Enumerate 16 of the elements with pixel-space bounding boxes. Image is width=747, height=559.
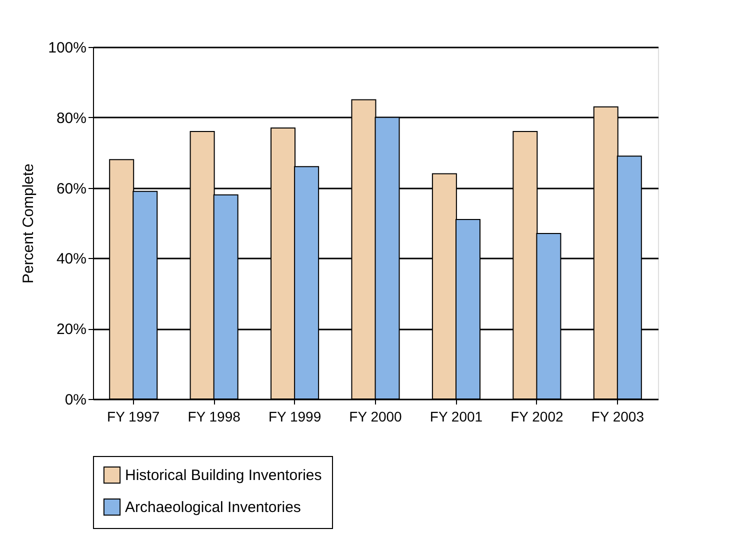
x-tick-label: FY 2002 bbox=[510, 408, 564, 424]
y-tick-label: 0% bbox=[64, 392, 86, 408]
x-tick-label: FY 2001 bbox=[430, 408, 483, 424]
x-tick-label: FY 1998 bbox=[188, 408, 241, 424]
y-tick-label: 40% bbox=[56, 250, 86, 268]
y-axis-title: Percent Complete bbox=[20, 163, 38, 284]
legend-label: Archaeological Inventories bbox=[125, 499, 301, 516]
y-tick-label: 60% bbox=[56, 180, 86, 198]
x-tick-label: FY 1999 bbox=[268, 408, 322, 424]
x-tick-label: FY 1997 bbox=[107, 408, 160, 424]
y-tick-label: 80% bbox=[56, 110, 86, 127]
x-tick-label: FY 2000 bbox=[349, 408, 402, 424]
y-tick-label: 100% bbox=[48, 40, 86, 56]
legend-label: Historical Building Inventories bbox=[125, 467, 322, 484]
x-tick-label: FY 2003 bbox=[591, 408, 644, 424]
y-tick-label: 20% bbox=[56, 321, 86, 338]
